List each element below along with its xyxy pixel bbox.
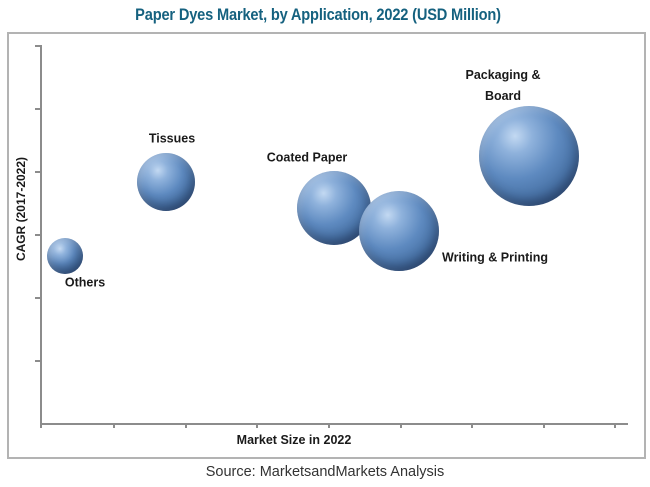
y-axis-line <box>40 45 42 428</box>
bubble-others <box>47 238 83 274</box>
y-axis-tick <box>35 45 40 47</box>
plot-area-border <box>7 32 646 459</box>
bubble-label-writing-printing: Writing & Printing <box>441 250 549 265</box>
x-axis-tick <box>614 423 616 428</box>
bubble-label-packaging-board: Packaging & Board <box>465 67 541 103</box>
x-axis-tick <box>113 423 115 428</box>
bubble-label-others: Others <box>64 275 106 290</box>
x-axis-tick <box>543 423 545 428</box>
x-axis-tick <box>256 423 258 428</box>
x-axis-label: Market Size in 2022 <box>236 433 352 447</box>
y-axis-label: CAGR (2017-2022) <box>14 156 28 262</box>
bubble-coated-paper <box>297 171 371 245</box>
x-axis-tick <box>185 423 187 428</box>
bubble-packaging-board <box>479 106 579 206</box>
y-axis-tick <box>35 108 40 110</box>
bubble-writing-printing <box>359 191 439 271</box>
x-axis-line <box>40 423 628 425</box>
bubble-label-tissues: Tissues <box>148 131 196 146</box>
bubble-tissues <box>137 153 195 211</box>
y-axis-tick <box>35 297 40 299</box>
source-attribution: Source: MarketsandMarkets Analysis <box>205 464 445 480</box>
x-axis-tick <box>400 423 402 428</box>
x-axis-tick <box>471 423 473 428</box>
y-axis-tick <box>35 171 40 173</box>
bubble-label-coated-paper: Coated Paper <box>266 150 348 165</box>
x-axis-tick <box>328 423 330 428</box>
y-axis-tick <box>35 360 40 362</box>
chart-title: Paper Dyes Market, by Application, 2022 … <box>135 5 501 24</box>
y-axis-tick <box>35 234 40 236</box>
